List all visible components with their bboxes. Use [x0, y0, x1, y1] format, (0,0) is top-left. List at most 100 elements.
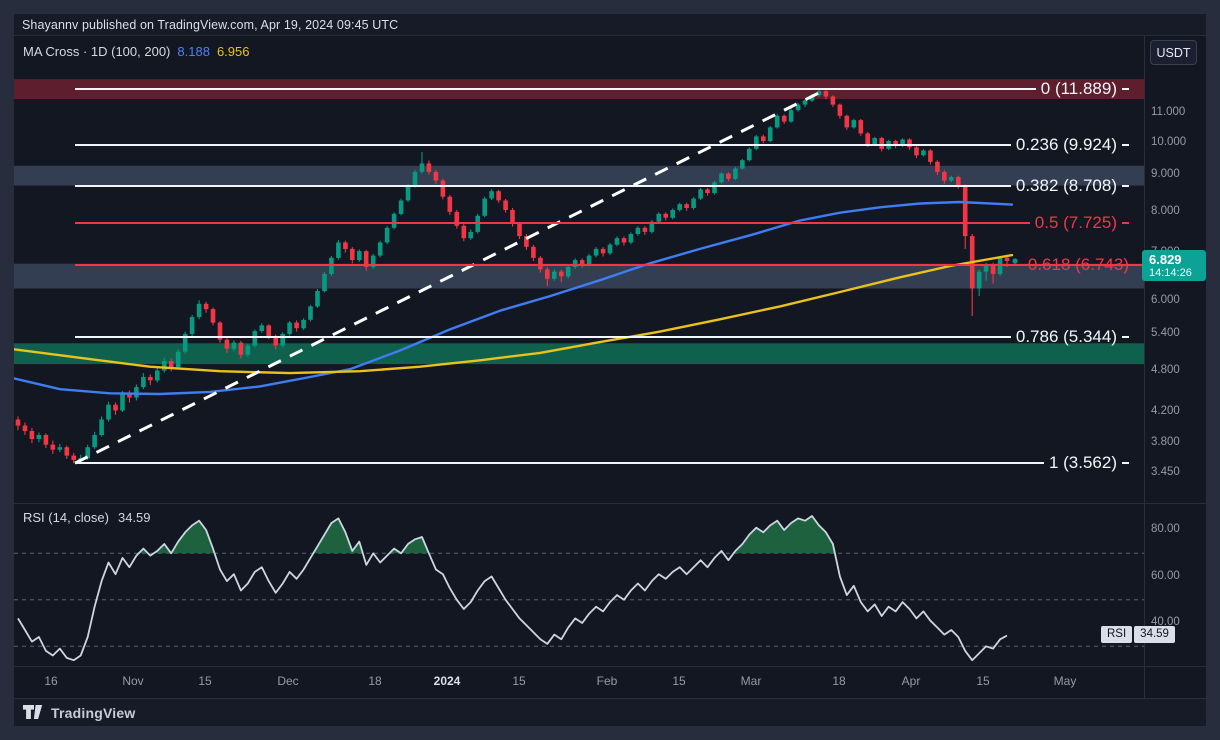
candle-body [552, 271, 557, 279]
candle-body [830, 96, 836, 105]
candle-body [621, 238, 627, 243]
indicator-legend[interactable]: MA Cross · 1D (100, 200) 8.188 6.956 [23, 44, 249, 59]
candle-body [579, 260, 585, 265]
fib-level-row[interactable]: 0.382 (8.708) [75, 176, 1132, 196]
candle-body [377, 242, 383, 256]
candle-body [182, 333, 188, 352]
candle-body [531, 246, 536, 258]
candle-body [468, 231, 473, 239]
candle-body [370, 255, 376, 267]
candle-body [879, 138, 884, 149]
fib-line [75, 184, 1011, 187]
candle-body [155, 370, 160, 381]
candle-body [907, 139, 912, 148]
candle-body [816, 91, 822, 96]
bar-countdown: 14:14:26 [1149, 266, 1192, 279]
fib-label: 1 (3.562) [1048, 453, 1117, 473]
fib-label: 0.618 (6.743) [1027, 255, 1129, 274]
price-tick-label: 6.000 [1151, 294, 1180, 307]
candle-body [398, 200, 404, 214]
fib-label: 0.382 (8.708) [1015, 175, 1117, 195]
candle-body [357, 251, 362, 260]
candle-body [642, 227, 648, 232]
time-tick-label: Mar [740, 674, 762, 688]
price-tick-label: 5.400 [1151, 326, 1180, 339]
tradingview-footer: TradingView [14, 699, 1206, 726]
candle-body [559, 271, 564, 277]
candle-body [85, 447, 90, 459]
candle-body [252, 331, 258, 346]
candle-body [454, 211, 460, 226]
price-tick-label: 11.000 [1151, 106, 1186, 118]
publish-info: Shayannv published on TradingView.com, A… [22, 17, 399, 32]
candle-body [747, 148, 752, 161]
candle-body [503, 200, 508, 210]
time-tick-label: Nov [122, 674, 144, 688]
tradingview-brand: TradingView [51, 704, 136, 721]
fib-level-row[interactable]: 1 (3.562) [75, 453, 1132, 473]
price-tick-label: 4.200 [1151, 405, 1180, 417]
candle-body [217, 322, 223, 340]
candle-body [175, 351, 181, 368]
candle-body [663, 213, 668, 218]
time-tick-label: 2024 [433, 674, 461, 688]
candle-body [949, 177, 954, 181]
rsi-legend-title: RSI (14, close) [23, 510, 109, 525]
candle-body [928, 150, 933, 162]
fib-level-row[interactable]: 0.236 (9.924) [75, 135, 1132, 155]
fib-label: 0.236 (9.924) [1015, 135, 1117, 154]
time-tick-label: 15 [512, 674, 526, 688]
candle-body [127, 394, 132, 398]
candlesticks [15, 88, 1010, 464]
candle-body [245, 345, 251, 355]
candle-body [92, 435, 97, 448]
fib-axis-dash [1122, 144, 1129, 146]
last-price: 6.829 [1149, 251, 1182, 267]
candle-body [496, 191, 501, 201]
candle-body [593, 248, 599, 256]
candle-body [656, 213, 662, 222]
candle-body [231, 342, 237, 349]
pane-divider[interactable] [14, 503, 1206, 504]
fib-line [75, 87, 1036, 90]
candle-body [350, 248, 355, 260]
candle-body [572, 260, 578, 267]
fib-label: 0.786 (5.344) [1015, 327, 1117, 347]
candle-body [148, 377, 153, 381]
candle-body [336, 242, 341, 258]
rsi-badge-label: RSI [1101, 626, 1133, 643]
zone-band [14, 263, 1144, 289]
candle-body [1004, 257, 1010, 261]
fib-level-row[interactable]: 0 (11.889) [75, 79, 1132, 99]
candle-body [893, 141, 898, 146]
fib-line [75, 221, 1030, 224]
candle-body [510, 210, 515, 224]
candle-body [238, 342, 244, 355]
time-tick-label: Feb [596, 674, 618, 688]
time-tick-label: Dec [277, 674, 299, 688]
candle-body [412, 171, 418, 186]
candle-body [858, 120, 864, 134]
rsi-tick-label: 60.00 [1151, 569, 1180, 582]
price-tick-label: 3.800 [1151, 436, 1180, 449]
candle-body [168, 361, 174, 368]
candle-body [600, 248, 606, 254]
candle-body [538, 257, 543, 270]
rsi-pane[interactable] [14, 503, 1144, 666]
candle-body [447, 196, 453, 212]
candle-body [315, 291, 320, 307]
candle-body [475, 215, 480, 232]
fib-level-row[interactable]: 0.5 (7.725) [75, 213, 1132, 233]
candle-body [280, 333, 285, 346]
candle-body [921, 150, 926, 156]
rsi-legend[interactable]: RSI (14, close) 34.59 [23, 510, 151, 525]
candle-body [726, 173, 731, 179]
fib-level-row[interactable]: 0.618 (6.743) [75, 255, 1144, 275]
rsi-overbought-fill [138, 516, 835, 554]
fib-level-row[interactable]: 0.786 (5.344) [75, 327, 1132, 347]
candle-body [865, 133, 870, 145]
currency-toggle-button[interactable]: USDT [1150, 40, 1197, 65]
candle-body [301, 319, 306, 329]
candle-body [823, 91, 829, 97]
price-tick-label: 8.000 [1151, 204, 1180, 217]
